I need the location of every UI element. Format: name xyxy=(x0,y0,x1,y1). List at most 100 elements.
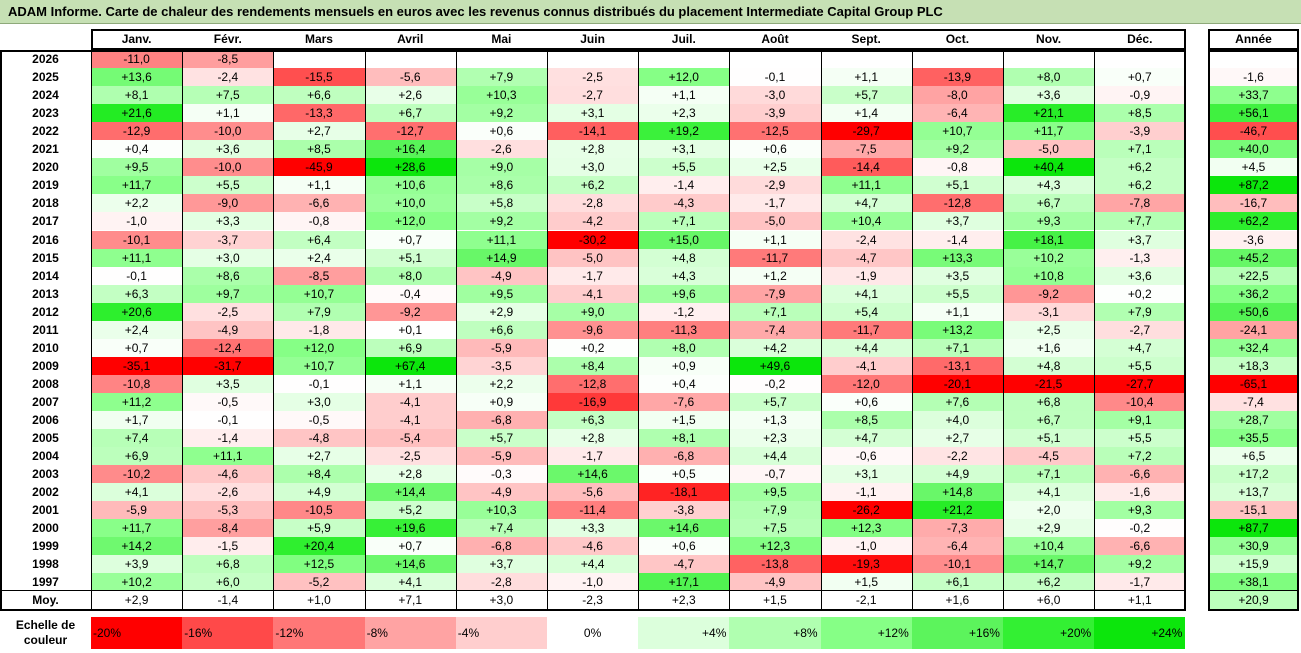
heatmap-cell xyxy=(820,50,912,69)
heatmap-cell: -4,9 xyxy=(455,266,547,285)
heatmap-cell: +0,6 xyxy=(820,392,912,411)
average-cell: +1,6 xyxy=(945,593,970,607)
heatmap-cell: -12,5 xyxy=(729,122,821,141)
heatmap-cell: -7,9 xyxy=(729,284,821,303)
heatmap-cell: -2,2 xyxy=(911,447,1003,466)
heatmap-cell: +9,6 xyxy=(638,284,730,303)
heatmap-cell: -18,1 xyxy=(638,483,730,502)
heatmap-cell: +19,6 xyxy=(364,519,456,538)
annual-cell: +56,1 xyxy=(1208,104,1299,123)
heatmap-cell: -8,5 xyxy=(273,266,365,285)
month-header: Sept. xyxy=(851,32,881,46)
heatmap-cell: +1,1 xyxy=(182,104,274,123)
heatmap-cell: +2,5 xyxy=(729,158,821,177)
heatmap-cell: +4,1 xyxy=(364,573,456,592)
heatmap-cell: +3,9 xyxy=(91,555,183,574)
heatmap-cell: +0,6 xyxy=(729,140,821,159)
heatmap-cell: -5,0 xyxy=(1003,140,1095,159)
heatmap-cell: +8,4 xyxy=(273,465,365,484)
heatmap-cell: -1,7 xyxy=(1094,573,1186,592)
heatmap-cell: +0,2 xyxy=(1094,284,1186,303)
heatmap-cell xyxy=(547,50,639,69)
heatmap-cell: +20,4 xyxy=(273,537,365,556)
heatmap-cell: -5,2 xyxy=(273,573,365,592)
annual-cell: +30,9 xyxy=(1208,537,1299,556)
heatmap-cell: +0,7 xyxy=(91,338,183,357)
color-scale-label-line2: couleur xyxy=(23,633,68,647)
heatmap-cell: -1,9 xyxy=(820,266,912,285)
annual-cell: +17,2 xyxy=(1208,465,1299,484)
heatmap-cell: +0,1 xyxy=(364,320,456,339)
heatmap-cell: -5,6 xyxy=(364,68,456,87)
annual-cell: +40,0 xyxy=(1208,140,1299,159)
heatmap-cell: +0,7 xyxy=(1094,68,1186,87)
average-separator xyxy=(0,590,1186,591)
heatmap-cell: +6,2 xyxy=(1094,158,1186,177)
year-label: 2025 xyxy=(32,70,59,85)
heatmap-cell: -15,5 xyxy=(273,68,365,87)
heatmap-cell: +20,6 xyxy=(91,302,183,321)
year-label: 2008 xyxy=(32,376,59,391)
heatmap-cell: +2,2 xyxy=(91,194,183,213)
heatmap-cell: -10,0 xyxy=(182,158,274,177)
heatmap-cell: +9,2 xyxy=(455,104,547,123)
heatmap-cell: -0,1 xyxy=(182,411,274,430)
annual-cell: +4,5 xyxy=(1208,158,1299,177)
heatmap-cell: +2,2 xyxy=(455,374,547,393)
heatmap-cell: +6,8 xyxy=(1003,392,1095,411)
heatmap-cell: +4,0 xyxy=(911,411,1003,430)
heatmap-cell: +28,6 xyxy=(364,158,456,177)
annual-header: Année xyxy=(1235,32,1272,46)
heatmap-cell: +1,1 xyxy=(820,68,912,87)
year-label: 2010 xyxy=(32,340,59,355)
heatmap-cell: +10,4 xyxy=(820,212,912,231)
heatmap-cell: -5,9 xyxy=(455,447,547,466)
heatmap-cell: -6,8 xyxy=(455,537,547,556)
year-label: 2001 xyxy=(32,503,59,518)
average-cell: +3,0 xyxy=(489,593,514,607)
year-label: 2020 xyxy=(32,160,59,175)
heatmap-cell: +9,0 xyxy=(455,158,547,177)
heatmap-cell: -3,7 xyxy=(182,230,274,249)
column-divider xyxy=(547,50,548,610)
heatmap-cell: +8,6 xyxy=(455,176,547,195)
heatmap-cell: -3,9 xyxy=(729,104,821,123)
heatmap-cell: -4,7 xyxy=(820,248,912,267)
heatmap-cell: -13,9 xyxy=(911,68,1003,87)
heatmap-cell: +9,1 xyxy=(1094,411,1186,430)
heatmap-cell: +4,1 xyxy=(1003,483,1095,502)
heatmap-cell: +2,5 xyxy=(1003,320,1095,339)
heatmap-cell: -10,0 xyxy=(182,122,274,141)
heatmap-cell: +9,3 xyxy=(1094,501,1186,520)
heatmap-cell: +8,0 xyxy=(1003,68,1095,87)
heatmap-cell: +9,3 xyxy=(1003,212,1095,231)
heatmap-cell: +7,1 xyxy=(638,212,730,231)
heatmap-cell: -2,5 xyxy=(364,447,456,466)
heatmap-cell: -1,8 xyxy=(273,320,365,339)
heatmap-cell: +9,5 xyxy=(455,284,547,303)
year-label: 2009 xyxy=(32,358,59,373)
heatmap-cell: +10,8 xyxy=(1003,266,1095,285)
heatmap-cell: -11,7 xyxy=(729,248,821,267)
annual-cell: +35,5 xyxy=(1208,429,1299,448)
heatmap-cell: -31,7 xyxy=(182,356,274,375)
annual-cell xyxy=(1208,50,1299,69)
heatmap-cell xyxy=(1003,50,1095,69)
heatmap-cell: +10,2 xyxy=(1003,248,1095,267)
heatmap-cell: -6,4 xyxy=(911,104,1003,123)
heatmap-cell: -5,6 xyxy=(547,483,639,502)
year-label: 1997 xyxy=(32,575,59,590)
heatmap-cell: +0,6 xyxy=(638,537,730,556)
heatmap-cell: +14,9 xyxy=(455,248,547,267)
heatmap-cell: +7,9 xyxy=(455,68,547,87)
heatmap-cell: +11,7 xyxy=(1003,122,1095,141)
heatmap-cell: +1,5 xyxy=(638,411,730,430)
heatmap-cell: -5,0 xyxy=(729,212,821,231)
heatmap-cell: -0,8 xyxy=(911,158,1003,177)
heatmap-cell: +4,8 xyxy=(1003,356,1095,375)
average-separator-annual xyxy=(1208,590,1299,591)
heatmap-cell: +5,5 xyxy=(638,158,730,177)
annual-cell: -3,6 xyxy=(1208,230,1299,249)
heatmap-cell: -16,9 xyxy=(547,392,639,411)
heatmap-cell: -3,8 xyxy=(638,501,730,520)
